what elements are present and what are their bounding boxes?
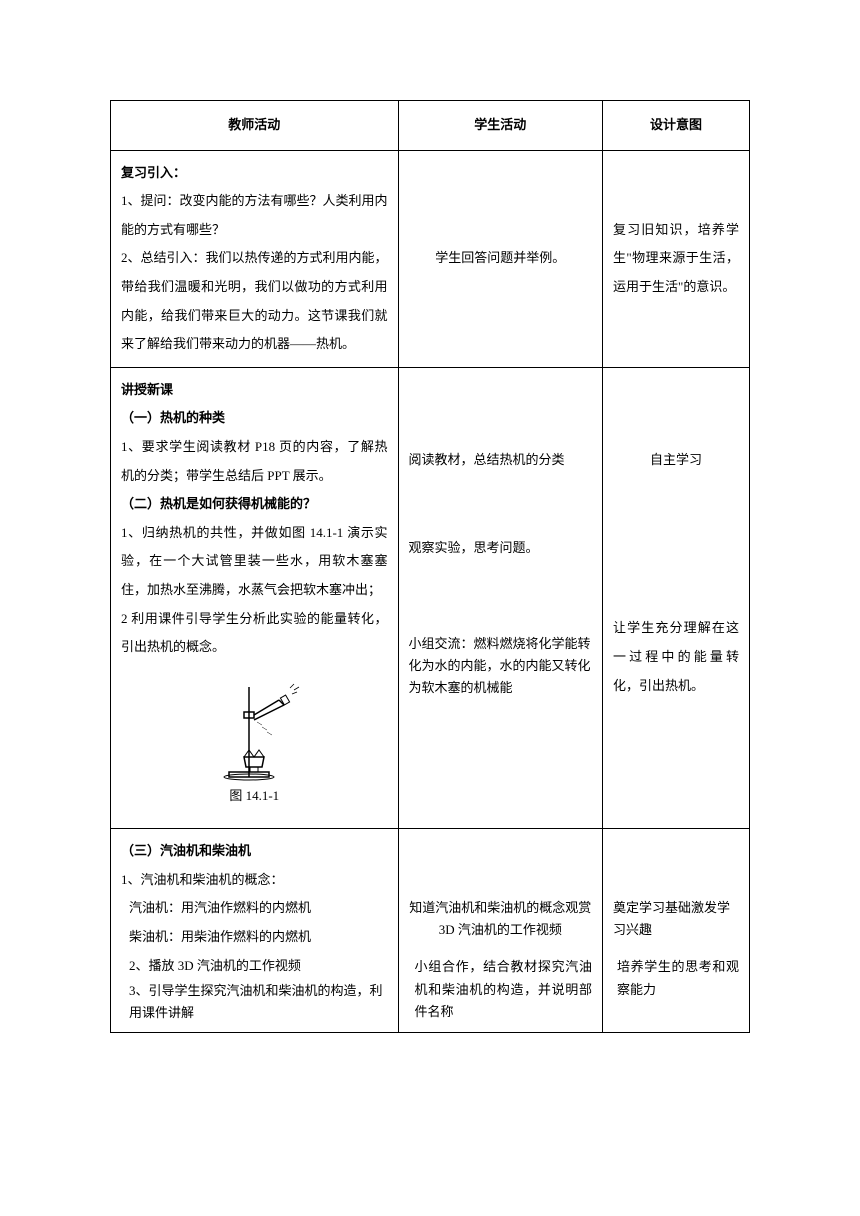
cell-student-engines: 知道汽油机和柴油机的概念观赏 3D 汽油机的工作视频 小组合作，结合教材探究汽油…	[398, 829, 602, 1033]
intent-review-text: 复习旧知识，培养学生"物理来源于生活，运用于生活"的意识。	[613, 216, 739, 302]
header-student: 学生活动	[398, 101, 602, 151]
section2-item1: 1、归纳热机的共性，并做如图 14.1-1 演示实验，在一个大试管里装一些水，用…	[121, 519, 388, 605]
student-engines-line1: 知道汽油机和柴油机的概念观赏 3D 汽油机的工作视频	[409, 897, 592, 941]
student-line2: 观察实验，思考问题。	[409, 534, 592, 563]
student-review-text: 学生回答问题并举例。	[409, 244, 592, 273]
engines-item1a: 汽油机：用汽油作燃料的内燃机	[121, 894, 388, 923]
row-engines: （三）汽油机和柴油机 1、汽油机和柴油机的概念： 汽油机：用汽油作燃料的内燃机 …	[111, 829, 750, 1033]
review-title: 复习引入：	[121, 159, 388, 188]
cell-intent-review: 复习旧知识，培养学生"物理来源于生活，运用于生活"的意识。	[603, 150, 750, 367]
engines-item3: 3、引导学生探究汽油机和柴油机的构造，利用课件讲解	[121, 980, 388, 1024]
section2-item2: 2 利用课件引导学生分析此实验的能量转化，引出热机的概念。	[121, 605, 388, 662]
header-teacher: 教师活动	[111, 101, 399, 151]
intent-line2: 让学生充分理解在这一过程中的能量转化，引出热机。	[613, 614, 739, 700]
student-engines-line2: 小组合作，结合教材探究汽油机和柴油机的构造，并说明部件名称	[409, 956, 592, 1022]
cell-intent-newlesson: 自主学习 让学生充分理解在这一过程中的能量转化，引出热机。	[603, 367, 750, 829]
cell-student-review: 学生回答问题并举例。	[398, 150, 602, 367]
figure-caption: 图 14.1-1	[121, 782, 388, 811]
section3-title: （三）汽油机和柴油机	[121, 837, 388, 866]
header-intent: 设计意图	[603, 101, 750, 151]
engines-item1: 1、汽油机和柴油机的概念：	[121, 866, 388, 895]
row-review: 复习引入： 1、提问：改变内能的方法有哪些？人类利用内能的方式有哪些？ 2、总结…	[111, 150, 750, 367]
intent-line1: 自主学习	[613, 446, 739, 475]
test-tube-diagram-svg	[194, 672, 314, 782]
section1-item1: 1、要求学生阅读教材 P18 页的内容，了解热机的分类；带学生总结后 PPT 展…	[121, 433, 388, 490]
section2-title: （二）热机是如何获得机械能的？	[121, 490, 388, 519]
lesson-plan-table: 教师活动 学生活动 设计意图 复习引入： 1、提问：改变内能的方法有哪些？人类利…	[110, 100, 750, 1033]
review-item2: 2、总结引入：我们以热传递的方式利用内能，带给我们温暖和光明，我们以做功的方式利…	[121, 244, 388, 358]
row-newlesson: 讲授新课 （一）热机的种类 1、要求学生阅读教材 P18 页的内容，了解热机的分…	[111, 367, 750, 829]
student-line3: 小组交流：燃料燃烧将化学能转化为水的内能，水的内能又转化为软木塞的机械能	[409, 633, 592, 699]
section1-title: （一）热机的种类	[121, 404, 388, 433]
review-item1: 1、提问：改变内能的方法有哪些？人类利用内能的方式有哪些？	[121, 187, 388, 244]
experiment-diagram: 图 14.1-1	[121, 672, 388, 811]
cell-student-newlesson: 阅读教材，总结热机的分类 观察实验，思考问题。 小组交流：燃料燃烧将化学能转化为…	[398, 367, 602, 829]
newlesson-title: 讲授新课	[121, 376, 388, 405]
cell-teacher-newlesson: 讲授新课 （一）热机的种类 1、要求学生阅读教材 P18 页的内容，了解热机的分…	[111, 367, 399, 829]
cell-teacher-engines: （三）汽油机和柴油机 1、汽油机和柴油机的概念： 汽油机：用汽油作燃料的内燃机 …	[111, 829, 399, 1033]
engines-item2: 2、播放 3D 汽油机的工作视频	[121, 952, 388, 981]
intent-engines-line2: 培养学生的思考和观察能力	[613, 956, 739, 1000]
engines-item1b: 柴油机：用柴油作燃料的内燃机	[121, 923, 388, 952]
header-row: 教师活动 学生活动 设计意图	[111, 101, 750, 151]
student-line1: 阅读教材，总结热机的分类	[409, 446, 592, 475]
intent-engines-line1: 奠定学习基础激发学习兴趣	[613, 897, 739, 941]
cell-intent-engines: 奠定学习基础激发学习兴趣 培养学生的思考和观察能力	[603, 829, 750, 1033]
cell-teacher-review: 复习引入： 1、提问：改变内能的方法有哪些？人类利用内能的方式有哪些？ 2、总结…	[111, 150, 399, 367]
